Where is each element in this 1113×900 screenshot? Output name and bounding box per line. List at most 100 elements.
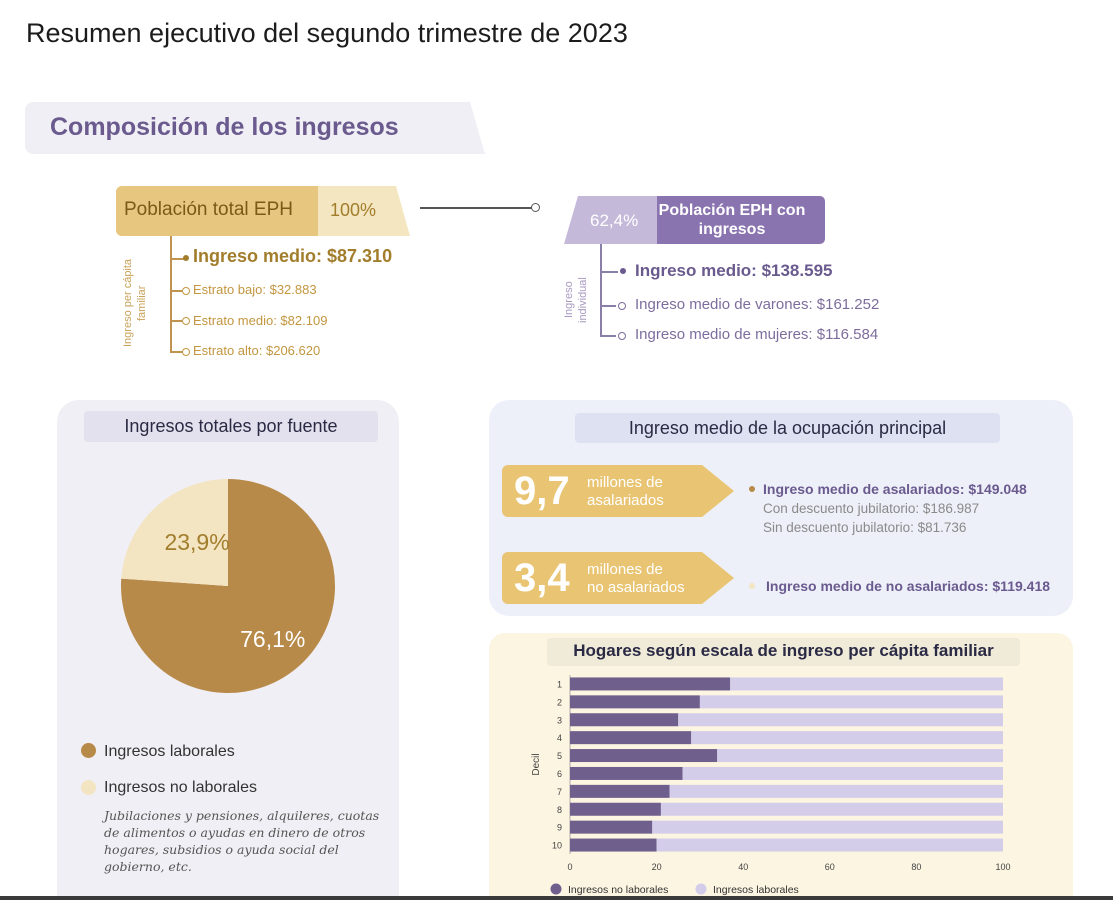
bullet-dot-icon	[749, 486, 755, 492]
tree-connector	[600, 305, 616, 307]
estrato-bajo: Estrato bajo: $32.883	[193, 282, 317, 297]
poblacion-ingresos-label-bg	[657, 196, 825, 244]
y-tick-label: 1	[557, 679, 562, 689]
asalariados-unit: millones de	[587, 474, 663, 491]
pie-title: Ingresos totales por fuente	[124, 416, 338, 436]
bar-no-laborales-decil-9	[570, 820, 653, 834]
y-tick-label: 3	[557, 715, 562, 725]
poblacion-ingresos-pct: 62,4%	[590, 211, 639, 230]
no-asalariados-category: no asalariados	[587, 579, 685, 596]
bar-no-laborales-decil-10	[570, 838, 657, 852]
bar-laborales-decil-8	[660, 802, 1003, 816]
tree-connector	[600, 335, 616, 337]
bullet-circle-icon	[618, 302, 626, 310]
bar-no-laborales-decil-6	[570, 766, 683, 780]
bar-title-bg	[547, 638, 1020, 666]
bullet-dot-icon	[183, 255, 189, 261]
legend-label-no-laborales: Ingresos no laborales	[104, 779, 257, 796]
y-tick-label: 8	[557, 805, 562, 815]
pie-slice-label: 76,1%	[240, 626, 305, 652]
bar-laborales-decil-7	[669, 784, 1003, 798]
bullet-dot-icon	[620, 268, 626, 274]
legend-swatch	[695, 883, 707, 895]
ingreso-medio-total: Ingreso medio: $87.310	[193, 246, 393, 266]
bar-chart: 1 2 3 4 5 6 7 8 9 10 Decil 0 20 40 60 80 100 Ingresos no …	[531, 675, 1011, 896]
tree-connector	[170, 320, 182, 322]
legend-swatch	[550, 883, 562, 895]
no-asalariados-badge	[502, 552, 734, 604]
page-title: Resumen ejecutivo del segundo trimestre …	[26, 18, 628, 48]
poblacion-ingresos-label: Población EPH con ingresos	[658, 202, 806, 238]
bar-laborales-decil-5	[717, 749, 1003, 763]
ingreso-individual-axis-label: Ingreso individual	[563, 277, 589, 323]
ipcf-axis-label: Ingreso per cápita familiar	[122, 258, 148, 348]
ocupacion-title-bg	[575, 413, 1000, 443]
ingreso-no-asalariados: Ingreso medio de no asalariados: $119.41…	[766, 578, 1051, 594]
y-tick-label: 2	[557, 697, 562, 707]
ocupacion-title: Ingreso medio de la ocupación principal	[628, 418, 947, 438]
bullet-circle-icon	[618, 332, 626, 340]
bottom-border	[0, 896, 1113, 900]
bar-no-laborales-decil-4	[570, 731, 692, 745]
legend-label-laborales: Ingresos laborales	[104, 743, 235, 760]
bullet-circle-icon	[182, 348, 190, 356]
poblacion-ingresos-pct-bg	[564, 196, 660, 244]
tree-connector	[170, 351, 182, 353]
legend-label: Ingresos laborales	[713, 884, 799, 896]
bar-no-laborales-decil-5	[570, 749, 718, 763]
x-tick-label: 40	[738, 862, 748, 872]
pie-chart: 76,1% 23,9%	[120, 479, 335, 693]
pie-slice-label: 23,9%	[164, 529, 229, 555]
y-tick-label: 7	[557, 787, 562, 797]
bar-chart-title: Hogares según escala de ingreso per cápi…	[573, 641, 994, 660]
bar-no-laborales-decil-8	[570, 802, 661, 816]
x-tick-label: 60	[825, 862, 835, 872]
legend-label: Ingresos no laborales	[568, 884, 668, 896]
no-asalariados-unit: millones de	[587, 561, 663, 578]
y-tick-label: 5	[557, 751, 562, 761]
estrato-alto: Estrato alto: $206.620	[193, 343, 321, 358]
bar-laborales-decil-2	[699, 695, 1003, 709]
section-title: Composición de los ingresos	[50, 113, 399, 141]
x-tick-label: 100	[995, 862, 1010, 872]
y-axis-label: Decil	[531, 753, 542, 775]
tree-line-vertical-right	[600, 244, 602, 336]
ingreso-medio-individual: Ingreso medio: $138.595	[635, 261, 833, 280]
y-tick-label: 9	[557, 823, 562, 833]
asalariados-category: asalariados	[587, 492, 664, 509]
legend-note: Jubilaciones y pensiones, alquileres, cu…	[104, 808, 380, 874]
bullet-circle-icon	[182, 317, 190, 325]
bar-laborales-decil-10	[656, 838, 1003, 852]
connector-circle-icon	[531, 203, 540, 212]
connector-line	[420, 207, 532, 209]
y-tick-label: 10	[552, 841, 562, 851]
bullet-circle-icon	[182, 287, 190, 295]
legend-swatch-no-laborales	[81, 780, 96, 795]
pie-slice-laborales	[120, 479, 335, 693]
ingreso-asalariados: Ingreso medio de asalariados: $149.048	[763, 481, 1027, 497]
bar-no-laborales-decil-3	[570, 713, 679, 727]
pie-title-bg	[84, 411, 378, 442]
bar-no-laborales-decil-7	[570, 784, 670, 798]
ingreso-medio-mujeres: Ingreso medio de mujeres: $116.584	[635, 326, 879, 343]
section-banner	[25, 102, 485, 154]
sin-descuento: Sin descuento jubilatorio: $81.736	[763, 520, 967, 535]
bar-laborales-decil-6	[682, 766, 1003, 780]
con-descuento: Con descuento jubilatorio: $186.987	[763, 501, 980, 516]
ingreso-medio-varones: Ingreso medio de varones: $161.252	[635, 296, 880, 313]
pie-slice-no-laborales	[121, 479, 228, 586]
bar-laborales-decil-1	[730, 677, 1003, 691]
legend-swatch-laborales	[81, 743, 96, 758]
bar-no-laborales-decil-1	[570, 677, 731, 691]
bar-no-laborales-decil-2	[570, 695, 700, 709]
asalariados-badge	[502, 465, 734, 517]
y-tick-label: 6	[557, 769, 562, 779]
bar-laborales-decil-3	[678, 713, 1003, 727]
x-tick-label: 0	[567, 862, 572, 872]
asalariados-number: 9,7	[514, 469, 570, 513]
no-asalariados-number: 3,4	[514, 556, 570, 600]
bar-laborales-decil-9	[652, 820, 1003, 834]
poblacion-total-pct: 100%	[330, 200, 377, 220]
x-tick-label: 20	[652, 862, 662, 872]
tree-connector	[170, 258, 185, 260]
